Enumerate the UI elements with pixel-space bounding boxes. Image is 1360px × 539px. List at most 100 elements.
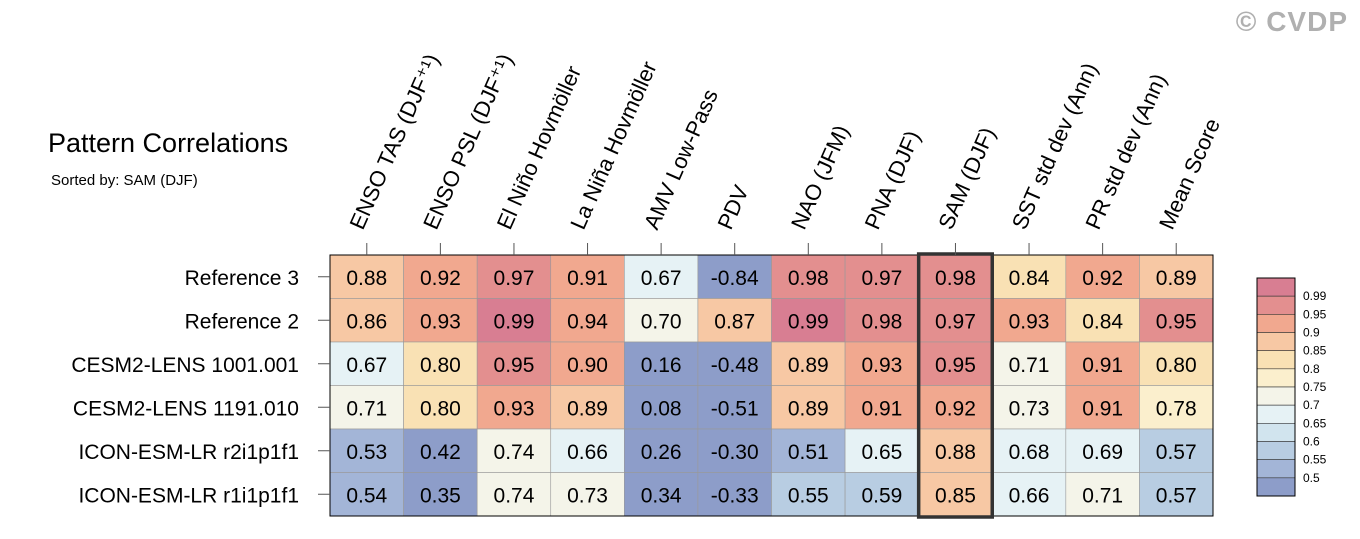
cell-value: 0.98 <box>935 267 976 290</box>
heatmap-cell <box>1139 254 1214 299</box>
colorbar-label: 0.9 <box>1303 326 1320 340</box>
heatmap-cell <box>918 254 993 299</box>
heatmap-cell <box>1065 385 1140 430</box>
heatmap-cell <box>1065 254 1140 299</box>
heatmap-cell <box>771 385 846 430</box>
heatmap-cell <box>918 298 993 343</box>
cell-value: 0.97 <box>861 267 902 290</box>
cell-value: 0.99 <box>788 310 829 333</box>
colorbar-label: 0.99 <box>1303 289 1327 303</box>
cell-value: -0.84 <box>711 267 759 290</box>
cell-value: 0.87 <box>714 310 755 333</box>
colorbar-swatch <box>1256 477 1296 497</box>
row-label: CESM2-LENS 1001.001 <box>71 354 299 377</box>
cell-value: 0.98 <box>861 310 902 333</box>
heatmap-cell <box>624 428 699 473</box>
colorbar-label: 0.95 <box>1303 307 1327 321</box>
heatmap-cell <box>329 298 404 343</box>
colorbar-swatch <box>1256 386 1296 406</box>
heatmap-cell <box>550 385 625 430</box>
cell-value: 0.91 <box>1082 354 1123 377</box>
cell-value: 0.71 <box>1082 484 1123 507</box>
cell-value: 0.42 <box>420 441 461 464</box>
cell-value: 0.74 <box>494 484 535 507</box>
cell-value: 0.88 <box>935 441 976 464</box>
colorbar-label: 0.55 <box>1303 453 1327 467</box>
cell-value: 0.74 <box>494 441 535 464</box>
heatmap-cell <box>771 341 846 386</box>
heatmap-cell <box>476 341 552 386</box>
cell-value: 0.88 <box>346 267 387 290</box>
heatmap-cell <box>1139 341 1214 386</box>
cell-value: 0.95 <box>494 354 535 377</box>
cell-value: -0.51 <box>711 397 759 420</box>
row-label: Reference 2 <box>185 310 299 333</box>
cell-value: 0.70 <box>641 310 682 333</box>
cell-value: 0.34 <box>641 484 682 507</box>
cell-value: 0.55 <box>788 484 829 507</box>
cell-value: -0.30 <box>711 441 759 464</box>
cell-value: 0.95 <box>1156 310 1197 333</box>
cell-value: 0.68 <box>1009 441 1050 464</box>
heatmap-cell <box>918 385 993 430</box>
colorbar-swatch <box>1256 295 1296 315</box>
cell-value: 0.84 <box>1009 267 1050 290</box>
cell-value: 0.80 <box>420 354 461 377</box>
cell-value: 0.78 <box>1156 397 1197 420</box>
heatmap-cell <box>476 254 552 299</box>
heatmap-cell <box>550 428 625 473</box>
cell-value: 0.51 <box>788 441 829 464</box>
colorbar-frame <box>1256 277 1296 497</box>
cell-value: 0.73 <box>567 484 608 507</box>
cell-value: 0.94 <box>567 310 608 333</box>
cell-value: -0.33 <box>711 484 759 507</box>
cell-value: 0.93 <box>1009 310 1050 333</box>
cell-value: 0.93 <box>861 354 902 377</box>
cell-value: 0.53 <box>346 441 387 464</box>
column-label: AMV Low-Pass <box>639 85 723 233</box>
heatmap-cell <box>697 298 772 343</box>
column-label: PR std dev (Ann) <box>1080 70 1171 233</box>
heatmap-cell <box>991 472 1067 517</box>
cell-value: -0.48 <box>711 354 759 377</box>
colorbar-swatch <box>1256 368 1296 388</box>
heatmap-cell <box>844 254 919 299</box>
cell-value: 0.71 <box>346 397 387 420</box>
cell-value: 0.90 <box>567 354 608 377</box>
colorbar-label: 0.8 <box>1303 362 1320 376</box>
cell-value: 0.92 <box>935 397 976 420</box>
heatmap-cell <box>844 428 919 473</box>
cell-value: 0.91 <box>1082 397 1123 420</box>
row-label: Reference 3 <box>185 267 299 290</box>
cell-value: 0.99 <box>494 310 535 333</box>
row-label: ICON-ESM-LR r2i1p1f1 <box>78 441 299 464</box>
cell-value: 0.85 <box>935 484 976 507</box>
colorbar-swatch <box>1256 314 1296 333</box>
cell-value: 0.93 <box>420 310 461 333</box>
heatmap-cell <box>1065 472 1140 517</box>
colorbar-swatch <box>1256 404 1296 424</box>
heatmap-cell <box>550 472 625 517</box>
heatmap-cell <box>991 341 1067 386</box>
cell-value: 0.80 <box>420 397 461 420</box>
cell-value: 0.54 <box>346 484 387 507</box>
heatmap-cell <box>550 341 625 386</box>
colorbar-label: 0.85 <box>1303 344 1327 358</box>
cell-value: 0.95 <box>935 354 976 377</box>
heatmap-cell <box>403 385 478 430</box>
cell-value: 0.97 <box>935 310 976 333</box>
colorbar-swatch <box>1256 277 1296 297</box>
heatmap-cell <box>329 385 404 430</box>
colorbar-swatch <box>1256 350 1296 370</box>
cell-value: 0.26 <box>641 441 682 464</box>
cell-value: 0.89 <box>788 354 829 377</box>
column-label: PDV <box>712 181 753 233</box>
heatmap-cell <box>624 472 699 517</box>
heatmap-cell <box>624 385 699 430</box>
colorbar-swatch <box>1256 441 1296 460</box>
cell-value: 0.66 <box>1009 484 1050 507</box>
heatmap-frame <box>329 254 1214 517</box>
cell-value: 0.57 <box>1156 441 1197 464</box>
heatmap-cell <box>1065 428 1140 473</box>
